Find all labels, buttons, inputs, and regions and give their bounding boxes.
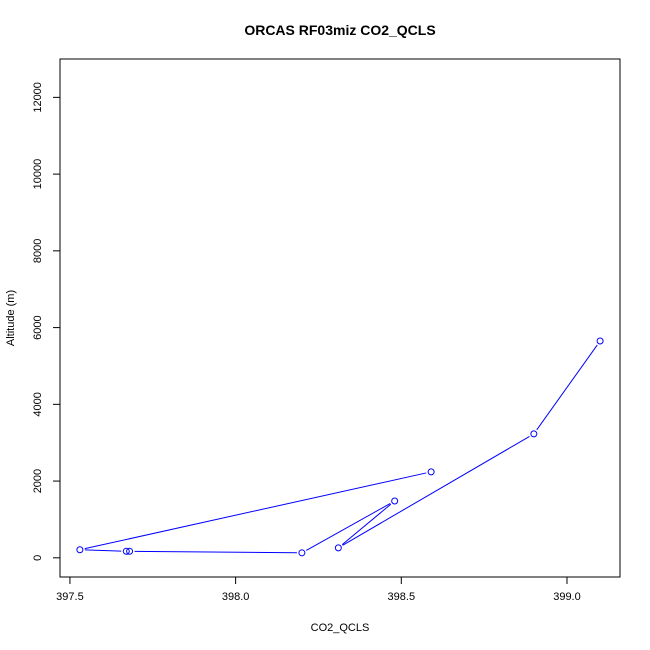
- y-tick-label: 6000: [32, 315, 44, 339]
- y-axis-label: Altitude (m): [5, 290, 17, 346]
- y-tick-label: 0: [32, 555, 44, 561]
- data-point: [596, 337, 604, 345]
- data-point: [298, 549, 306, 557]
- series-segment: [84, 549, 122, 552]
- chart-title: ORCAS RF03miz CO2_QCLS: [244, 22, 435, 38]
- series-group: [76, 337, 604, 557]
- data-point: [126, 547, 134, 555]
- y-tick-label: 10000: [32, 159, 44, 190]
- series-segment: [341, 503, 392, 546]
- data-point: [530, 430, 538, 438]
- x-axis: 397.5 398.0 398.5 399.0: [56, 576, 581, 603]
- data-point: [334, 544, 342, 552]
- data-point: [391, 497, 399, 505]
- y-tick-label: 2000: [32, 469, 44, 493]
- y-tick-label: 4000: [32, 392, 44, 416]
- data-point: [427, 468, 435, 476]
- series-segment: [84, 472, 427, 550]
- data-point: [122, 547, 130, 555]
- x-axis-label: CO2_QCLS: [311, 622, 370, 634]
- x-tick-label: 398.5: [388, 591, 416, 603]
- series-segment: [306, 503, 391, 551]
- series-segment: [536, 344, 598, 431]
- x-tick-label: 398.0: [222, 591, 250, 603]
- x-tick-label: 397.5: [56, 591, 84, 603]
- data-point: [76, 546, 84, 554]
- x-tick-label: 399.0: [553, 591, 581, 603]
- y-axis: 0 2000 4000 6000 8000 10000 12000: [32, 82, 61, 561]
- y-tick-label: 12000: [32, 82, 44, 113]
- y-tick-label: 8000: [32, 239, 44, 263]
- series-segment: [342, 435, 530, 546]
- series-segment: [134, 550, 297, 554]
- plot-frame: [59, 58, 621, 578]
